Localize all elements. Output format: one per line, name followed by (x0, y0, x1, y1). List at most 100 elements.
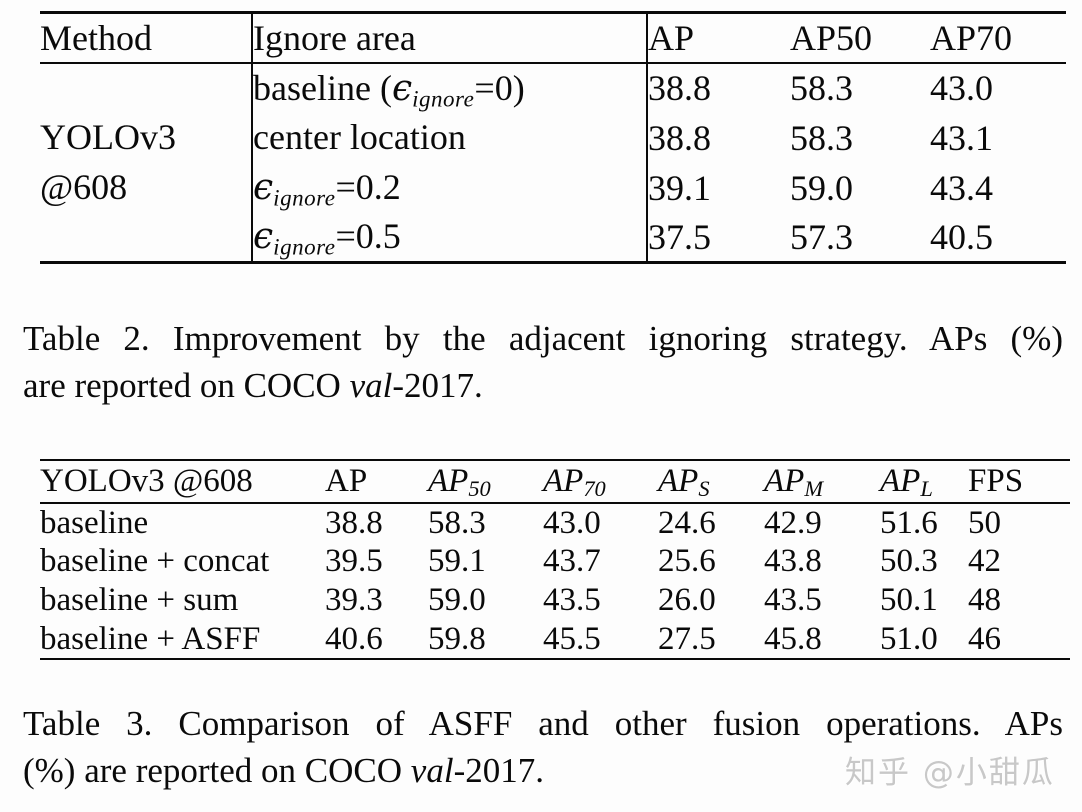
table2-ignore-area-cell: baseline (ϵignore=0) (252, 62, 648, 113)
table3-ap70-value: 45.5 (543, 620, 601, 657)
table3-header-apl: APL (880, 460, 968, 504)
zhihu-watermark: 知乎 @小甜瓜 (845, 755, 1055, 791)
table2-ap-value: 38.8 (648, 68, 711, 108)
table2-ignore-area-cell: center location (252, 112, 648, 163)
table2-row: YOLOv3 @608 baseline (ϵignore=0) 38.8 58… (40, 62, 1066, 263)
epsilon-subscript: ignore (412, 84, 475, 111)
table2-header-ap50: AP50 (790, 12, 930, 64)
caption-text: are reported on COCO (23, 366, 350, 405)
table3-row: baseline + concat 39.5 59.1 43.7 25.6 43… (40, 542, 1070, 581)
table2-ap70-value: 43.1 (930, 117, 993, 158)
table3-header-ap: AP (325, 460, 428, 504)
math-base: AP (880, 463, 921, 499)
table2-ap-value: 37.5 (648, 216, 711, 257)
table3-ap70-value: 43.5 (543, 582, 601, 618)
math-subscript: 70 (583, 475, 606, 501)
table3-ap50-value: 59.8 (428, 620, 486, 657)
table3-fusion-comparison: YOLOv3 @608 AP AP50 AP70 APS APM APL FPS… (40, 459, 1070, 660)
method-name-line2: @608 (40, 167, 128, 208)
table2-ignore-area-cell: ϵignore=0.5 (252, 212, 648, 263)
table2-row: ϵignore=0.5 37.5 57.3 40.5 (40, 212, 1066, 263)
table3-header-apm: APM (764, 460, 880, 504)
table3-ap50-value: 59.0 (428, 582, 486, 618)
table2-caption: Table 2. Improvement by the adjacent ign… (23, 315, 1063, 409)
table3-caption: Table 3. Comparison of ASFF and other fu… (23, 700, 1063, 794)
table2-ap-value: 38.8 (648, 117, 711, 158)
epsilon-symbol: ϵ (391, 67, 413, 109)
table2-ap50-value: 59.0 (790, 167, 853, 208)
math-subscript: S (698, 475, 710, 501)
table2-header-ap: AP (647, 12, 790, 64)
table3-caption-line2: (%) are reported on COCO val-2017. (23, 747, 1063, 794)
table3-aps-value: 24.6 (658, 504, 716, 541)
table3-ap70-value: 43.7 (543, 543, 601, 579)
caption-text: -2017. (392, 366, 483, 405)
table3-apl-value: 51.0 (880, 620, 938, 657)
table2-ignore-strategy: Method Ignore area AP AP50 AP70 YOLOv3 @… (40, 11, 1066, 264)
math-subscript: L (920, 475, 933, 501)
table2-row: ϵignore=0.2 39.1 59.0 43.4 (40, 162, 1066, 213)
math-base: AP (543, 463, 584, 499)
table3-row: baseline + ASFF 40.6 59.8 45.5 27.5 45.8… (40, 620, 1070, 659)
caption-val-italic: val (349, 366, 393, 405)
table2-header-row: Method Ignore area AP AP50 AP70 (40, 12, 1066, 64)
table3-header-fps: FPS (968, 460, 1070, 504)
math-subscript: M (804, 475, 824, 501)
table3-method-label: baseline + ASFF (40, 620, 261, 657)
table3-header-model: YOLOv3 @608 (40, 460, 325, 504)
table3-aps-value: 25.6 (658, 543, 716, 579)
table3-method-label: baseline + sum (40, 582, 239, 618)
table3-caption-line1: Table 3. Comparison of ASFF and other fu… (23, 704, 1063, 743)
ignore-area-label-suffix: =0) (474, 67, 525, 108)
math-base: AP (658, 463, 699, 499)
epsilon-subscript: ignore (273, 184, 336, 211)
table3-header-ap50: AP50 (428, 460, 543, 504)
table2-header-ap70: AP70 (930, 12, 1066, 64)
epsilon-symbol: ϵ (253, 216, 274, 258)
table3-ap-value: 38.8 (325, 504, 383, 541)
table3-apm-value: 43.5 (764, 582, 822, 618)
table3-apm-value: 45.8 (764, 620, 822, 657)
table3-fps-value: 50 (968, 504, 1001, 541)
math-base: AP (428, 463, 469, 499)
table2-ap50-value: 57.3 (790, 216, 853, 257)
table2-caption-line1: Table 2. Improvement by the adjacent ign… (23, 319, 1063, 358)
table3-row: baseline 38.8 58.3 43.0 24.6 42.9 51.6 5… (40, 503, 1070, 542)
ignore-area-label-prefix: center location (253, 117, 466, 157)
caption-text: -2017. (453, 751, 544, 790)
ignore-area-label-suffix: =0.5 (335, 216, 401, 257)
caption-val-italic: val (410, 751, 454, 790)
table3-fps-value: 42 (968, 543, 1001, 579)
ignore-area-label-prefix: baseline ( (253, 67, 392, 108)
table3-apl-value: 50.1 (880, 582, 938, 618)
table2-ap70-value: 40.5 (930, 216, 993, 257)
table2-caption-line2: are reported on COCO val-2017. (23, 362, 1063, 409)
table3-header-aps: APS (658, 460, 764, 504)
table3-apl-value: 51.6 (880, 504, 938, 541)
table3-aps-value: 26.0 (658, 582, 716, 618)
table3-ap-value: 39.3 (325, 582, 383, 618)
table3-header-row: YOLOv3 @608 AP AP50 AP70 APS APM APL FPS (40, 460, 1070, 504)
table2-ap70-value: 43.0 (930, 68, 993, 108)
epsilon-subscript: ignore (273, 233, 336, 260)
table2-ap50-value: 58.3 (790, 117, 853, 158)
table3-apl-value: 50.3 (880, 543, 938, 579)
table3-ap50-value: 59.1 (428, 543, 486, 579)
table3-header-ap70: AP70 (543, 460, 658, 504)
caption-text: (%) are reported on COCO (23, 751, 411, 790)
ignore-area-label-suffix: =0.2 (335, 167, 401, 207)
table3-apm-value: 42.9 (764, 504, 822, 541)
table3-row: baseline + sum 39.3 59.0 43.5 26.0 43.5 … (40, 581, 1070, 620)
table3-method-label: baseline (40, 504, 149, 541)
method-name-line1: YOLOv3 (40, 117, 176, 158)
table3-fps-value: 48 (968, 582, 1001, 618)
table3-ap50-value: 58.3 (428, 504, 486, 541)
table3-aps-value: 27.5 (658, 620, 716, 657)
table2-ignore-area-cell: ϵignore=0.2 (252, 162, 648, 213)
table2-header-method: Method (40, 12, 253, 64)
math-base: AP (764, 463, 805, 499)
table3-apm-value: 43.8 (764, 543, 822, 579)
table3-ap-value: 39.5 (325, 543, 383, 579)
table3-method-label: baseline + concat (40, 543, 270, 579)
